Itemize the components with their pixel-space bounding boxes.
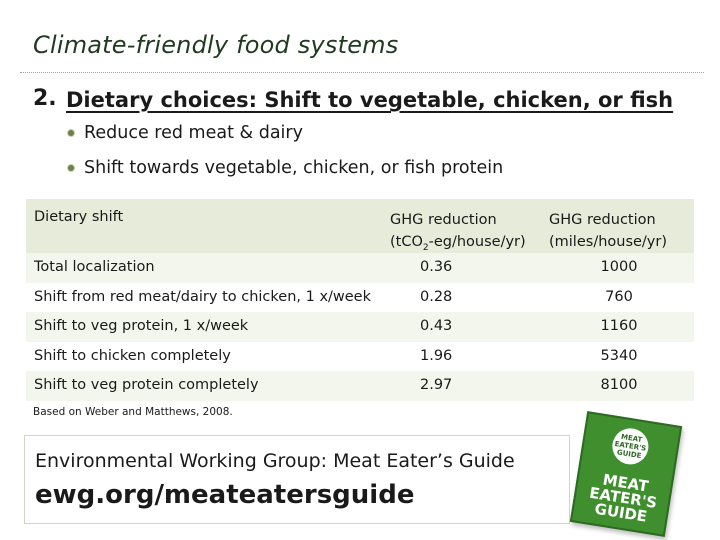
cell-tco2: 1.96 xyxy=(420,347,453,364)
ghg-table: Dietary shift GHG reduction (tCO2-eg/hou… xyxy=(26,199,694,401)
cell-tco2: 0.28 xyxy=(420,288,453,305)
table-row: Shift to veg protein, 1 x/week 0.43 1160 xyxy=(26,312,694,342)
guide-badge-logo: MEAT EATER'S GUIDE xyxy=(609,425,651,467)
cell-shift: Shift to veg protein completely xyxy=(34,377,259,393)
cell-shift: Total localization xyxy=(34,259,155,275)
section-heading: Dietary choices: Shift to vegetable, chi… xyxy=(66,88,674,112)
header-ghg-tco2: GHG reduction (tCO2-eg/house/yr) xyxy=(390,212,526,253)
cell-miles: 8100 xyxy=(600,377,638,393)
bullet-text: Shift towards vegetable, chicken, or fis… xyxy=(84,158,504,178)
table-row: Total localization 0.36 1000 xyxy=(26,253,694,283)
bullet-item: Reduce red meat & dairy xyxy=(68,123,303,143)
cell-miles: 1160 xyxy=(600,318,638,334)
cell-miles: 1000 xyxy=(600,259,638,275)
source-url[interactable]: ewg.org/meateatersguide xyxy=(35,480,415,510)
title-divider xyxy=(20,72,704,73)
table-row: Shift to veg protein completely 2.97 810… xyxy=(26,371,694,401)
cell-tco2: 2.97 xyxy=(420,377,453,393)
guide-cover-image: MEAT EATER'S GUIDE MEAT EATER'S GUIDE xyxy=(569,411,683,537)
cell-shift: Shift to chicken completely xyxy=(34,347,231,364)
bullet-icon xyxy=(68,130,74,136)
source-box: Environmental Working Group: Meat Eater’… xyxy=(24,435,570,524)
cell-miles: 760 xyxy=(605,288,633,305)
bullet-item: Shift towards vegetable, chicken, or fis… xyxy=(68,158,503,178)
cell-shift: Shift to veg protein, 1 x/week xyxy=(34,318,249,334)
table-body: Total localization 0.36 1000 Shift from … xyxy=(26,253,694,401)
header-ghg-miles: GHG reduction (miles/house/yr) xyxy=(549,212,668,250)
header-dietary-shift: Dietary shift xyxy=(34,209,124,225)
source-label: Environmental Working Group: Meat Eater’… xyxy=(35,450,515,472)
table-row: Shift to chicken completely 1.96 5340 xyxy=(26,341,694,371)
cell-tco2: 0.43 xyxy=(420,318,453,334)
guide-cover-title: MEAT EATER'S GUIDE xyxy=(588,470,659,526)
heading-number: 2. xyxy=(33,86,57,111)
table-row: Shift from red meat/dairy to chicken, 1 … xyxy=(26,282,694,312)
bullet-text: Reduce red meat & dairy xyxy=(84,123,303,143)
cell-shift: Shift from red meat/dairy to chicken, 1 … xyxy=(34,288,372,305)
cell-tco2: 0.36 xyxy=(420,259,453,275)
slide-title: Climate-friendly food systems xyxy=(33,31,399,59)
bullet-icon xyxy=(68,165,74,171)
cell-miles: 5340 xyxy=(600,347,638,364)
table-header: Dietary shift GHG reduction (tCO2-eg/hou… xyxy=(26,199,694,253)
citation-note: Based on Weber and Matthews, 2008. xyxy=(33,406,233,418)
